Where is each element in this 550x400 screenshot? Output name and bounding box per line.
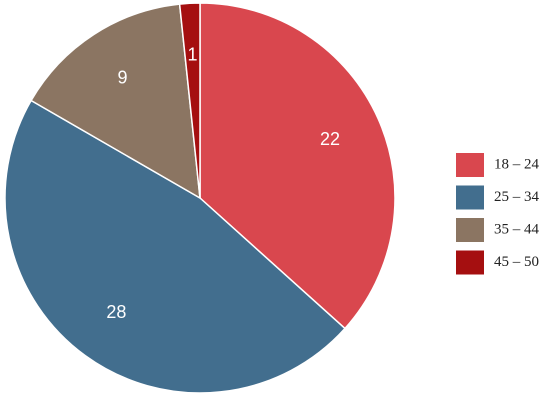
legend-swatch <box>456 153 484 177</box>
data-label: 9 <box>117 67 127 87</box>
legend-swatch <box>456 185 484 210</box>
pie-slice <box>4 99 346 394</box>
data-label: 28 <box>106 302 126 322</box>
legend-label: 25 – 34 <box>494 189 540 205</box>
legend-swatch <box>456 250 484 275</box>
legend-swatch <box>456 218 484 242</box>
pie-slice <box>199 2 396 330</box>
legend-label: 45 – 50 <box>494 254 539 270</box>
data-label: 1 <box>188 45 198 65</box>
legend-label: 35 – 44 <box>494 221 540 237</box>
pie-slice <box>30 3 201 200</box>
data-label: 22 <box>320 129 340 149</box>
legend-label: 18 – 24 <box>494 156 540 172</box>
pie-slice <box>178 2 201 199</box>
